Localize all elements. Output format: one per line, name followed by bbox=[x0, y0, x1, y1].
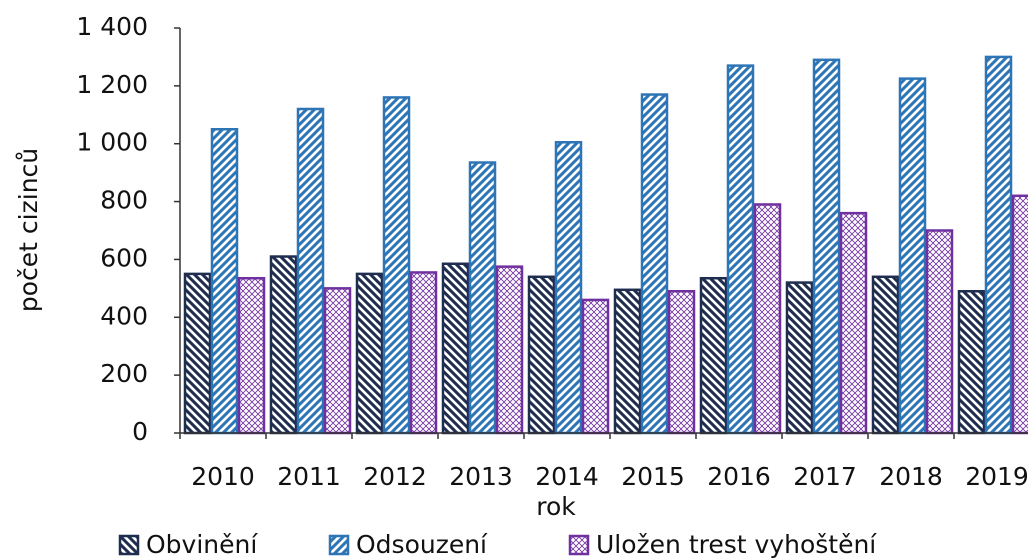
bar bbox=[726, 64, 755, 435]
bar bbox=[269, 255, 298, 435]
bar bbox=[898, 77, 927, 435]
bar bbox=[640, 93, 669, 435]
y-tick-label: 800 bbox=[100, 186, 148, 215]
y-tick-label: 1 000 bbox=[76, 128, 148, 157]
bar bbox=[839, 211, 868, 435]
x-tick-label: 2017 bbox=[793, 462, 857, 491]
y-axis-title: počet cizinců bbox=[14, 148, 43, 312]
y-tick-label: 600 bbox=[100, 243, 148, 272]
bar bbox=[210, 128, 239, 435]
bar bbox=[441, 262, 470, 435]
bar bbox=[355, 272, 384, 435]
bar bbox=[468, 161, 497, 435]
bar bbox=[667, 290, 696, 435]
legend-label: Odsouzení bbox=[356, 530, 488, 559]
bar bbox=[554, 141, 583, 435]
x-tick-label: 2012 bbox=[363, 462, 427, 491]
bar bbox=[753, 203, 782, 435]
x-tick-label: 2010 bbox=[191, 462, 255, 491]
bar bbox=[323, 287, 352, 435]
x-tick-label: 2014 bbox=[535, 462, 599, 491]
bar bbox=[382, 96, 411, 435]
bar bbox=[495, 265, 524, 435]
x-tick-label: 2018 bbox=[879, 462, 943, 491]
bar bbox=[409, 271, 438, 435]
y-tick-label: 1 400 bbox=[76, 12, 148, 41]
bar bbox=[527, 275, 556, 435]
bar bbox=[785, 281, 814, 435]
bar bbox=[871, 275, 900, 435]
x-tick-label: 2013 bbox=[449, 462, 513, 491]
y-tick-label: 0 bbox=[132, 417, 148, 446]
y-tick-label: 400 bbox=[100, 301, 148, 330]
y-tick-label: 200 bbox=[100, 359, 148, 388]
bar bbox=[581, 298, 610, 435]
bar bbox=[812, 58, 841, 435]
bar bbox=[613, 288, 642, 435]
legend-swatch bbox=[118, 534, 140, 556]
bar bbox=[699, 276, 728, 435]
bar bbox=[296, 107, 325, 435]
x-tick-label: 2011 bbox=[277, 462, 341, 491]
x-tick-label: 2015 bbox=[621, 462, 685, 491]
legend-swatch bbox=[328, 534, 350, 556]
legend-label: Uložen trest vyhoštění bbox=[596, 530, 877, 559]
x-tick-label: 2019 bbox=[965, 462, 1028, 491]
bar bbox=[1011, 194, 1028, 435]
legend-label: Obvinění bbox=[146, 530, 258, 559]
bar bbox=[183, 272, 212, 435]
legend-swatch bbox=[568, 534, 590, 556]
bar bbox=[237, 276, 266, 435]
bar bbox=[957, 290, 986, 435]
x-axis-title: rok bbox=[536, 492, 576, 521]
x-tick-label: 2016 bbox=[707, 462, 771, 491]
bar bbox=[925, 229, 954, 435]
bar bbox=[984, 55, 1013, 435]
y-tick-label: 1 200 bbox=[76, 70, 148, 99]
